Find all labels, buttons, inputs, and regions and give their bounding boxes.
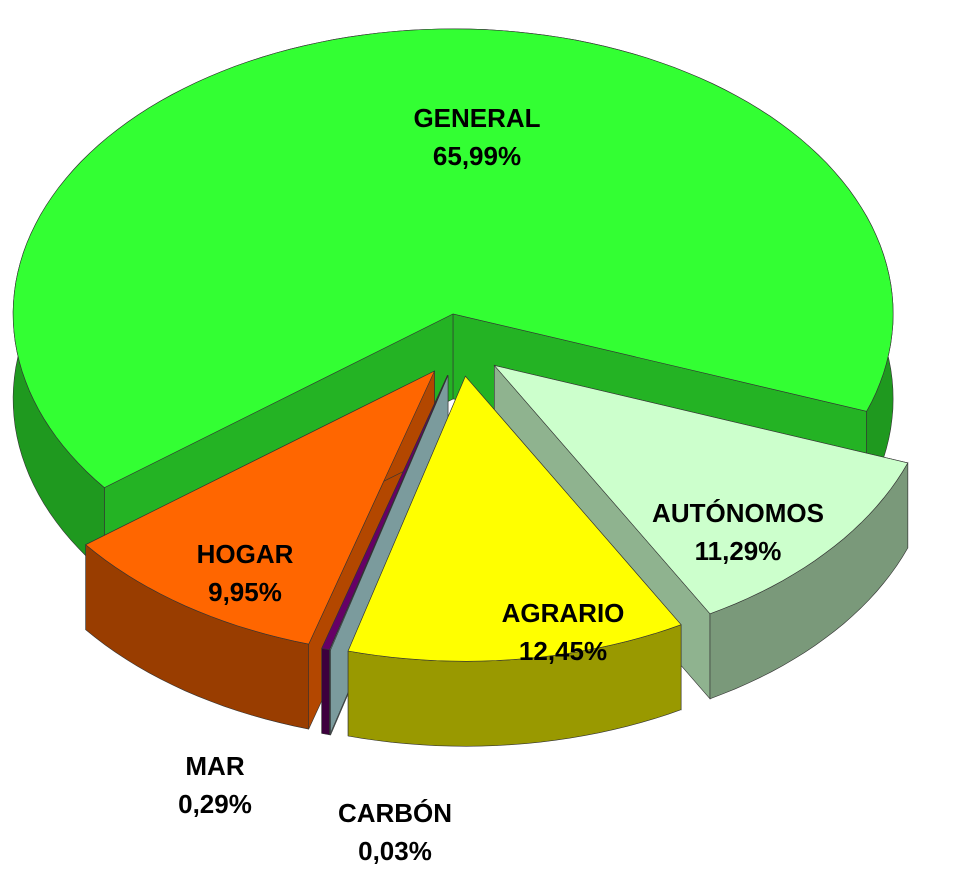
slice-top: [493, 364, 909, 615]
slice-label: GENERAL: [413, 103, 540, 133]
slice-label: CARBÓN: [338, 798, 452, 828]
slice-top: [85, 370, 436, 645]
slice-label: AUTÓNOMOS: [652, 498, 824, 528]
slice-top: [12, 28, 894, 488]
slice-value-label: 0,03%: [358, 836, 432, 866]
slice-value-label: 0,29%: [178, 789, 252, 819]
slice: [347, 375, 682, 747]
slice-label: MAR: [185, 751, 244, 781]
slice-value-label: 9,95%: [208, 577, 282, 607]
slice-label: AGRARIO: [502, 598, 625, 628]
slice-top: [329, 375, 449, 651]
slice-value-label: 12,45%: [519, 636, 607, 666]
slice-value-label: 65,99%: [433, 141, 521, 171]
slice-top: [347, 375, 682, 662]
slice-top: [321, 375, 448, 651]
slice: [493, 364, 909, 700]
slice-value-label: 11,29%: [695, 536, 782, 566]
slice-label: HOGAR: [197, 539, 294, 569]
slice-wall: [321, 648, 330, 736]
slice-wall: [329, 649, 331, 736]
